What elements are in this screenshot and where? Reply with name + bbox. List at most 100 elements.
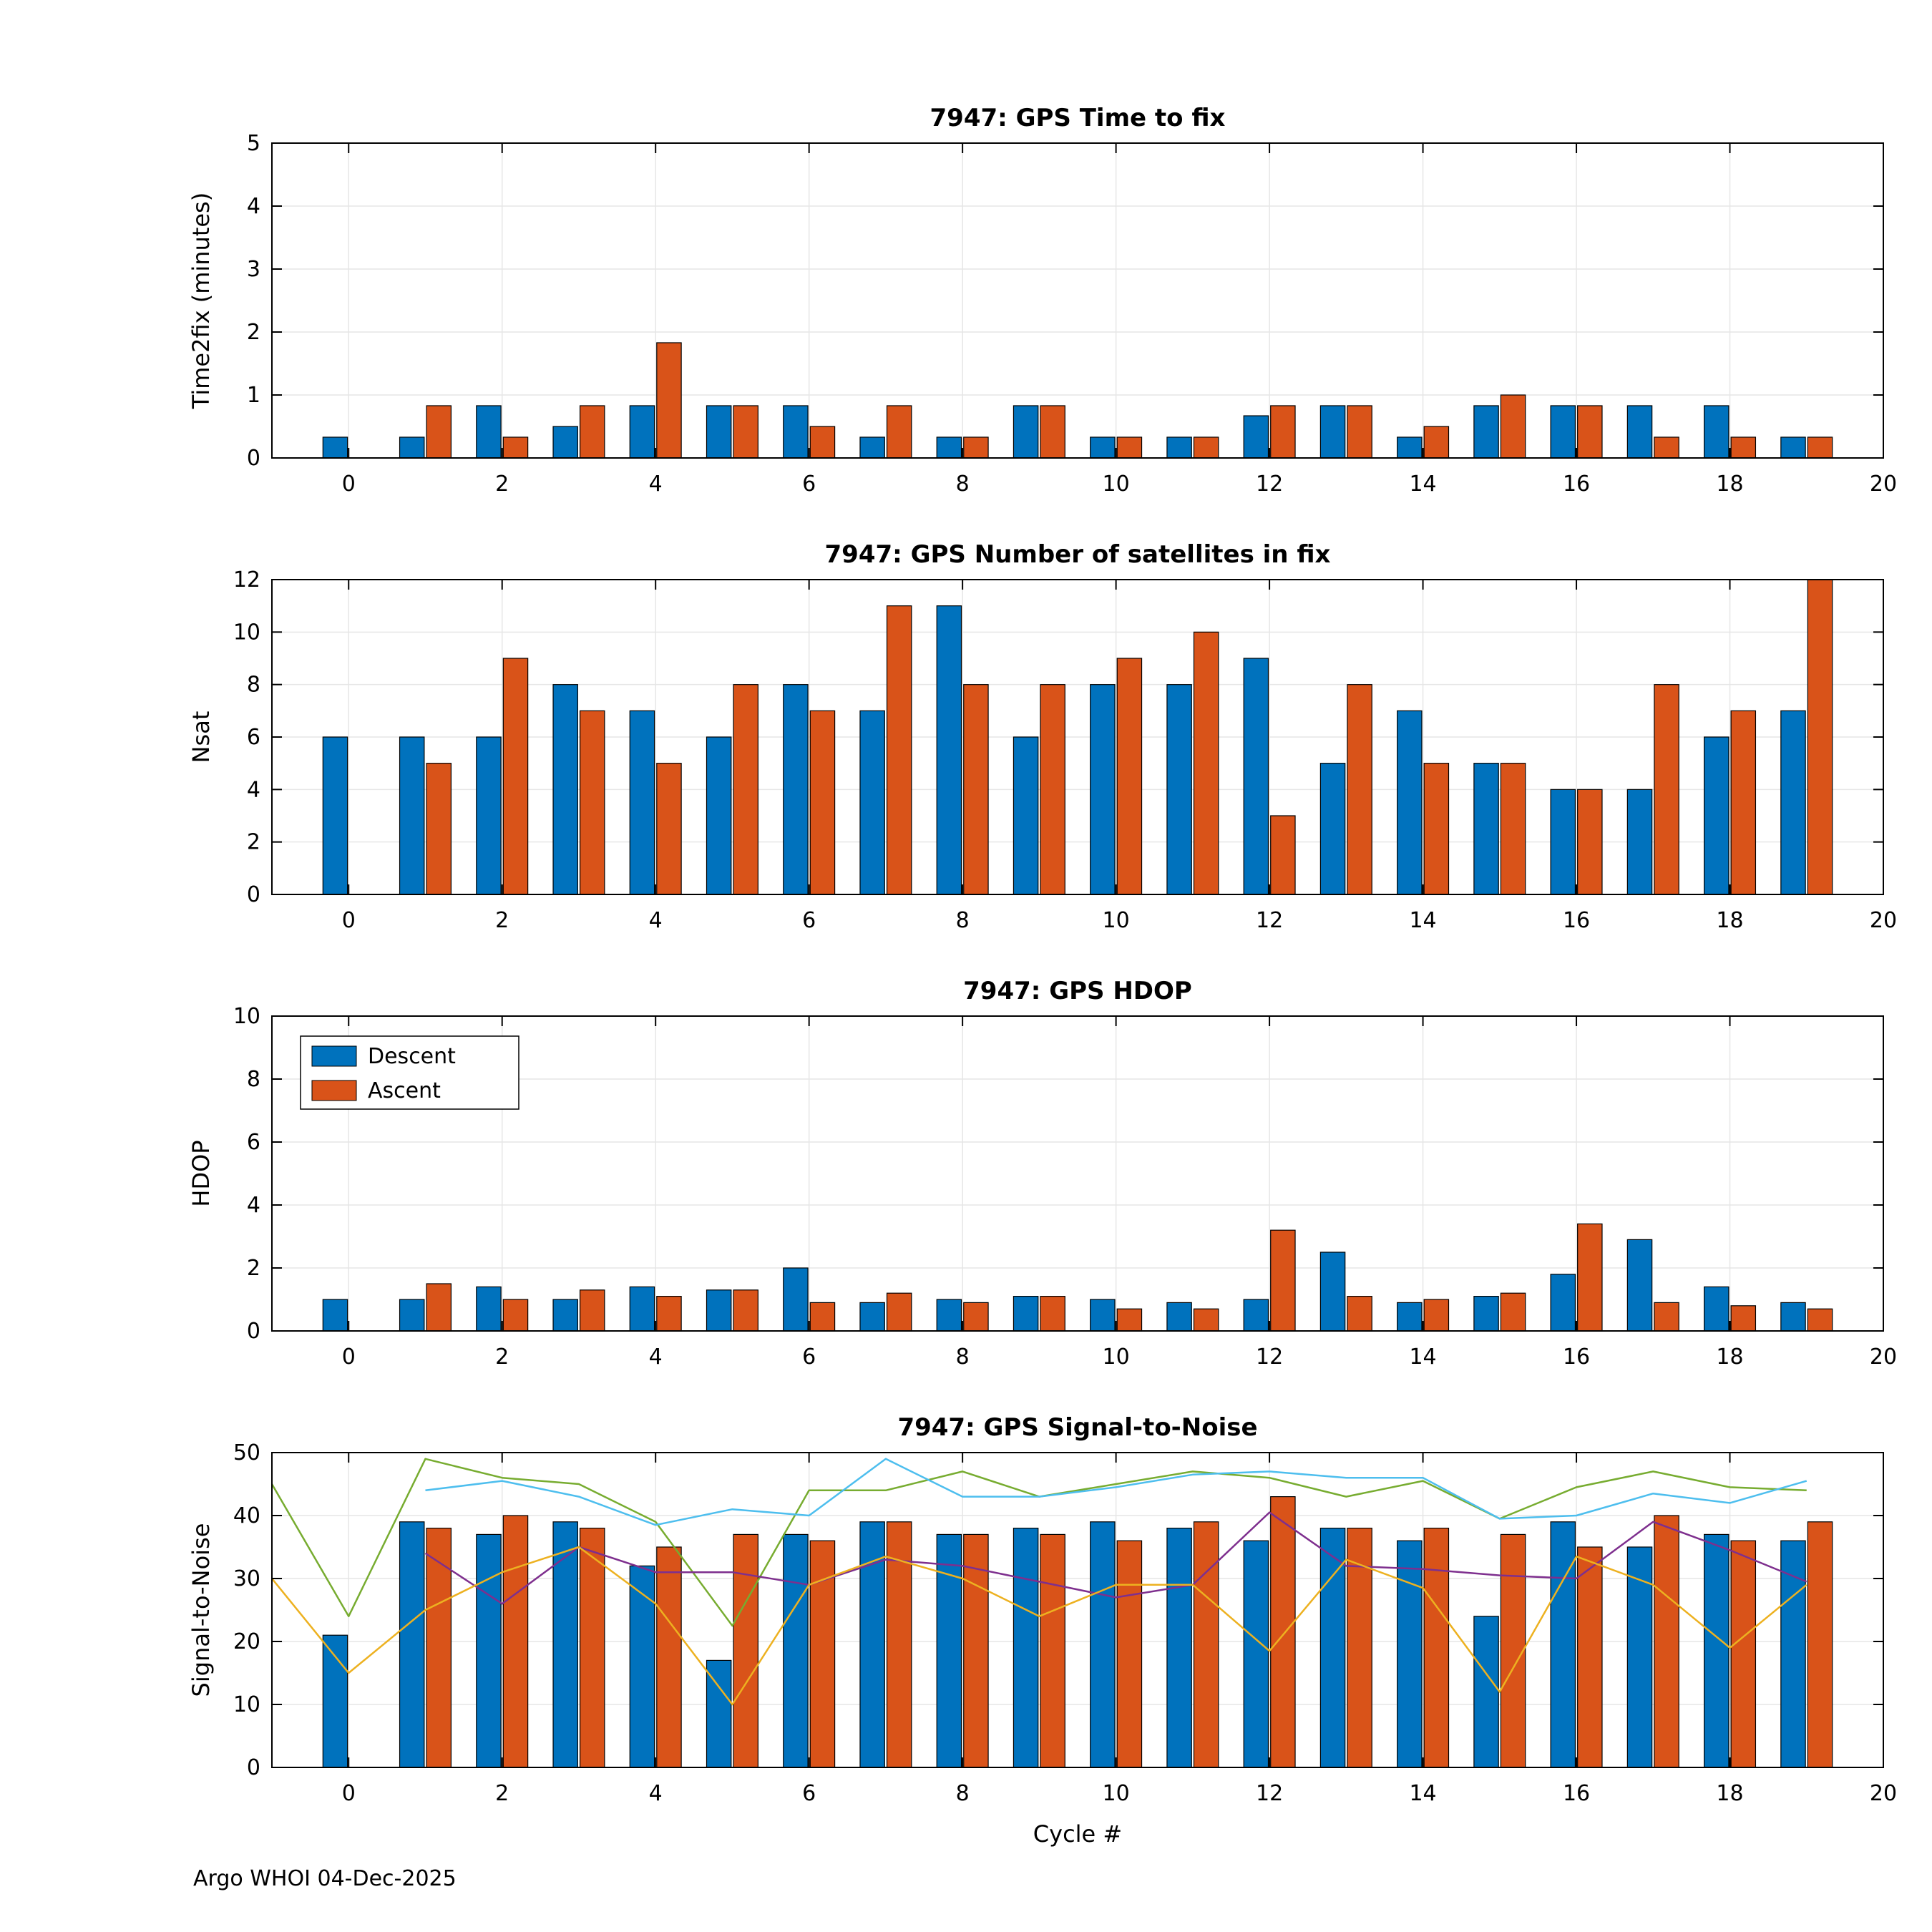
ascent-bar (1040, 405, 1065, 459)
subplot-3-series-descent (322, 1239, 1806, 1332)
ascent-bar (886, 605, 912, 895)
ascent-bar (1347, 405, 1372, 459)
descent-bar (399, 1299, 425, 1332)
descent-bar (1013, 1295, 1039, 1332)
ascent-bar (1116, 436, 1143, 459)
descent-bar (476, 1286, 502, 1332)
subplot-1-title: 7947: GPS Time to fix (930, 104, 1226, 132)
descent-bar (1013, 405, 1039, 459)
descent-bar (1473, 1616, 1499, 1768)
descent-bar (1243, 658, 1269, 895)
subplot-2: 0 2 4 6 8 10 12 14 16 18 20 0 2 4 6 8 10 12 7947: GPS Numb… (187, 540, 1897, 933)
ascent-bar (809, 426, 836, 459)
descent-bar (1473, 1295, 1499, 1332)
x-tick-label: 2 (495, 908, 509, 933)
descent-bar (706, 1289, 732, 1332)
ascent-bar (656, 763, 682, 895)
x-tick-label: 12 (1256, 908, 1283, 933)
subplot-2-series-descent (322, 605, 1806, 895)
descent-bar (936, 436, 962, 459)
descent-bar (1780, 1540, 1806, 1768)
y-tick-label: 2 (247, 1256, 260, 1281)
descent-bar (1780, 436, 1806, 459)
x-tick-label: 10 (1103, 908, 1130, 933)
y-tick-label: 10 (233, 1692, 260, 1717)
cyan-line (425, 1458, 1807, 1526)
subplot-3-title: 7947: GPS HDOP (963, 977, 1192, 1005)
descent-bar (476, 736, 502, 895)
descent-bar (1166, 436, 1192, 459)
x-tick-label: 6 (802, 1345, 816, 1370)
legend: Descent Ascent (300, 1035, 519, 1110)
ascent-bar (1730, 436, 1757, 459)
y-tick-label: 0 (247, 1319, 260, 1344)
ascent-bar (656, 1546, 682, 1768)
x-tick-label: 4 (649, 908, 663, 933)
descent-bar (1319, 1252, 1346, 1332)
descent-bar (1703, 405, 1729, 459)
ascent-bar (963, 436, 989, 459)
descent-bar (476, 405, 502, 459)
y-tick-label: 3 (247, 257, 260, 282)
ascent-bar (1807, 436, 1833, 459)
yellow-line (271, 1546, 1807, 1706)
ascent-bar (1730, 1305, 1757, 1332)
descent-bar (1319, 1528, 1346, 1768)
ascent-bar (579, 1528, 605, 1768)
x-tick-label: 0 (342, 472, 356, 497)
descent-bar (1780, 710, 1806, 895)
x-tick-label: 20 (1870, 1781, 1897, 1806)
ascent-bar (426, 763, 452, 895)
x-tick-label: 6 (802, 908, 816, 933)
descent-bar (1243, 1540, 1269, 1768)
ascent-bar (1577, 1546, 1603, 1768)
x-tick-label: 20 (1870, 908, 1897, 933)
y-tick-label: 4 (247, 1193, 260, 1218)
ascent-bar (1423, 763, 1450, 895)
descent-bar (476, 1533, 502, 1768)
x-tick-label: 2 (495, 1781, 509, 1806)
descent-bar (783, 405, 809, 459)
ascent-bar (1423, 426, 1450, 459)
descent-bar (783, 1267, 809, 1332)
ascent-bar (502, 1299, 529, 1332)
y-tick-label: 5 (247, 131, 260, 156)
ascent-bar (502, 1515, 529, 1768)
x-tick-label: 16 (1563, 1781, 1590, 1806)
descent-bar (1626, 789, 1653, 895)
descent-bar (1703, 1286, 1729, 1332)
x-tick-label: 0 (342, 1345, 356, 1370)
descent-bar (1090, 684, 1116, 895)
x-tick-label: 14 (1409, 908, 1436, 933)
y-tick-label: 40 (233, 1503, 260, 1528)
descent-bar (936, 605, 962, 895)
ascent-bar (1730, 1540, 1757, 1768)
y-tick-label: 2 (247, 830, 260, 855)
descent-bar (706, 736, 732, 895)
x-tick-label: 12 (1256, 1345, 1283, 1370)
x-tick-label: 18 (1716, 472, 1743, 497)
descent-bar (1397, 436, 1423, 459)
figure-footer: Argo WHOI 04-Dec-2025 (193, 1866, 457, 1891)
x-tick-label: 4 (649, 472, 663, 497)
ascent-bar (1116, 1308, 1143, 1332)
ascent-bar (579, 710, 605, 895)
ascent-bar (1654, 684, 1679, 895)
y-tick-label: 4 (247, 194, 260, 219)
ascent-bar (963, 1533, 989, 1768)
ascent-bar (1654, 1515, 1679, 1768)
descent-bar (859, 1521, 885, 1768)
ascent-bar (809, 1540, 836, 1768)
descent-bar (1550, 789, 1576, 895)
x-tick-label: 18 (1716, 1345, 1743, 1370)
ascent-bar (1654, 1302, 1679, 1332)
descent-bar (552, 684, 578, 895)
ascent-bar (1116, 658, 1143, 895)
purple-line (424, 1511, 1807, 1605)
descent-bar (1166, 1528, 1192, 1768)
x-tick-label: 4 (649, 1345, 663, 1370)
descent-bar (783, 684, 809, 895)
